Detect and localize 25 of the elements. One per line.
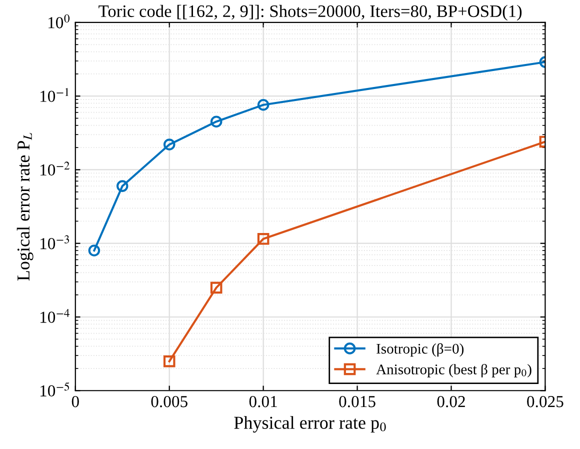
x-tick-label: 0.025 xyxy=(527,396,564,408)
chart-title: Toric code [[162, 2, 9]]: Shots=20000, Iters=80, BP+OSD(1) xyxy=(98,4,522,21)
point xyxy=(116,180,128,192)
point xyxy=(163,138,176,150)
y-tick-label: 10$^{−5}$ xyxy=(40,382,70,396)
point xyxy=(210,282,222,294)
x-axis-title: Physical error rate p$_{0}$ xyxy=(234,416,386,433)
point xyxy=(88,244,100,256)
y-tick-label: 10$^{−1}$ xyxy=(40,88,69,102)
x-tick-label: 0 xyxy=(72,396,79,408)
point xyxy=(257,98,270,111)
x-tick-label: 0.005 xyxy=(151,396,188,408)
y-tick-label: 10$^{−2}$ xyxy=(40,162,70,176)
y-tick-label: 10$^{−4}$ xyxy=(40,308,70,323)
y-tick-label: 10$^{0}$ xyxy=(48,14,70,28)
legend-label: Isotropic (β=0) xyxy=(376,343,464,357)
x-tick-label: 0.01 xyxy=(249,396,277,408)
point xyxy=(257,232,270,245)
point xyxy=(210,116,222,128)
x-tick-label: 0.015 xyxy=(339,396,376,408)
x-tick-label: 0.02 xyxy=(437,396,465,408)
point xyxy=(163,355,176,368)
y-tick-label: 10$^{−3}$ xyxy=(40,235,69,250)
y-axis-title: Logical error rate P$_{L}$ xyxy=(16,132,34,281)
legend-label: Anisotropic (best β per p$_{0}$) xyxy=(376,364,532,378)
